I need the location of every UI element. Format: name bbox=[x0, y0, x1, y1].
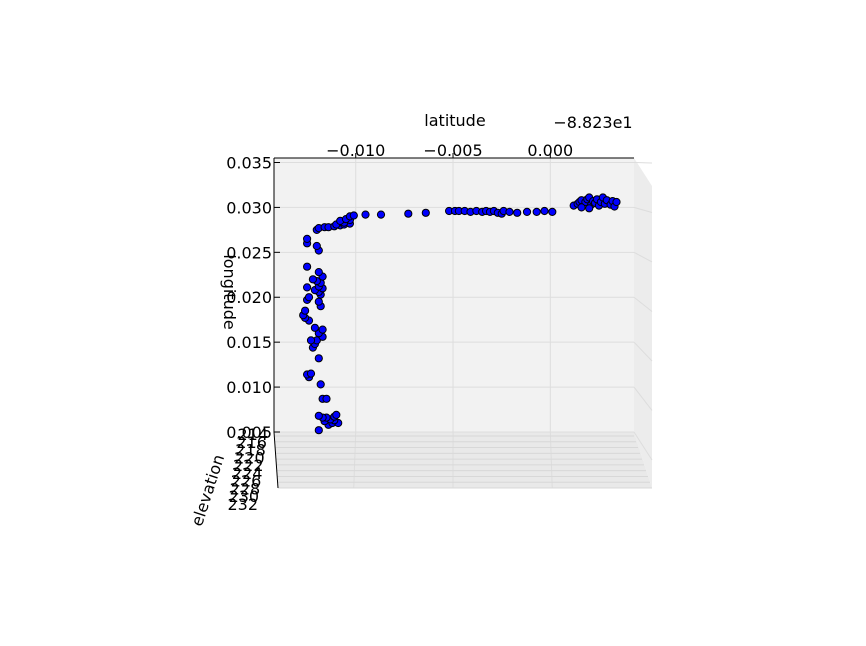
data-point bbox=[585, 204, 594, 213]
x-tick-labels: −0.010 −0.005 0.000 bbox=[326, 141, 573, 160]
z-tick-label: 216 bbox=[236, 433, 267, 452]
z-tick-label: 226 bbox=[231, 472, 262, 491]
data-point bbox=[540, 206, 549, 216]
y-tick-label: 0.025 bbox=[226, 243, 272, 262]
floor-grid bbox=[274, 431, 652, 489]
data-point bbox=[314, 411, 323, 420]
side-grid-line bbox=[633, 431, 653, 461]
y-tick-label: 0.005 bbox=[226, 423, 272, 442]
data-point bbox=[312, 241, 321, 251]
data-point bbox=[314, 354, 323, 363]
z-tick-label: 230 bbox=[229, 487, 260, 506]
data-point bbox=[303, 234, 312, 243]
data-point bbox=[303, 283, 312, 292]
data-point bbox=[522, 207, 532, 216]
grid-lines bbox=[274, 158, 653, 461]
data-point bbox=[306, 336, 316, 345]
y-tick-label: 0.010 bbox=[226, 378, 272, 397]
y-tick-label: 0.035 bbox=[226, 153, 272, 172]
z-tick-label: 222 bbox=[233, 456, 264, 475]
side-grid-line bbox=[633, 341, 653, 362]
data-point bbox=[349, 211, 358, 220]
data-point bbox=[310, 323, 319, 332]
side-grid-line bbox=[633, 206, 653, 213]
data-point bbox=[304, 293, 314, 302]
x-tick-label: 0.000 bbox=[527, 141, 573, 160]
y-tick-label: 0.030 bbox=[226, 198, 272, 217]
data-point bbox=[301, 306, 310, 315]
y-tick-labels: 0.005 0.010 0.015 0.020 0.025 0.030 0.035 bbox=[226, 153, 280, 442]
side-grid-line bbox=[633, 251, 653, 263]
data-point bbox=[612, 197, 621, 207]
side-pane bbox=[634, 158, 652, 488]
data-point bbox=[322, 394, 331, 403]
x-offset-label: −8.823e1 bbox=[553, 113, 632, 132]
y-tick-label: 0.020 bbox=[226, 288, 272, 307]
data-point bbox=[303, 262, 312, 271]
z-tick-label: 228 bbox=[230, 479, 261, 498]
x-tick-label: −0.005 bbox=[423, 141, 482, 160]
data-point bbox=[318, 325, 327, 334]
side-grid-line bbox=[633, 386, 653, 411]
data-point bbox=[332, 410, 341, 419]
z-tick-label: 220 bbox=[234, 448, 265, 467]
z-tick-label: 214 bbox=[237, 425, 268, 444]
x-axis-label: latitude bbox=[424, 111, 485, 130]
z-axis-line bbox=[273, 431, 279, 489]
data-point bbox=[577, 203, 586, 212]
data-point bbox=[314, 297, 323, 306]
data-point bbox=[505, 207, 514, 216]
data-points bbox=[299, 193, 621, 435]
z-tick-label: 218 bbox=[235, 441, 266, 460]
y-tick-label: 0.015 bbox=[226, 333, 272, 352]
data-point bbox=[532, 207, 541, 216]
data-point bbox=[421, 208, 430, 217]
z-tick-label: 232 bbox=[227, 495, 258, 514]
floor-pane bbox=[274, 432, 652, 488]
side-grid-line bbox=[633, 296, 653, 312]
data-point bbox=[361, 210, 370, 219]
data-point bbox=[376, 210, 386, 219]
data-point bbox=[316, 380, 325, 389]
data-point bbox=[308, 275, 317, 284]
data-point bbox=[548, 207, 557, 216]
data-point bbox=[404, 209, 413, 218]
z-tick-label: 224 bbox=[232, 464, 263, 483]
data-point bbox=[314, 426, 323, 435]
data-point bbox=[306, 369, 316, 378]
data-point bbox=[513, 208, 522, 217]
data-point bbox=[314, 268, 323, 277]
x-tick-label: −0.010 bbox=[326, 141, 385, 160]
back-pane bbox=[274, 158, 634, 432]
z-axis-label: elevation bbox=[187, 452, 228, 528]
y-axis-label: longitude bbox=[220, 254, 239, 329]
